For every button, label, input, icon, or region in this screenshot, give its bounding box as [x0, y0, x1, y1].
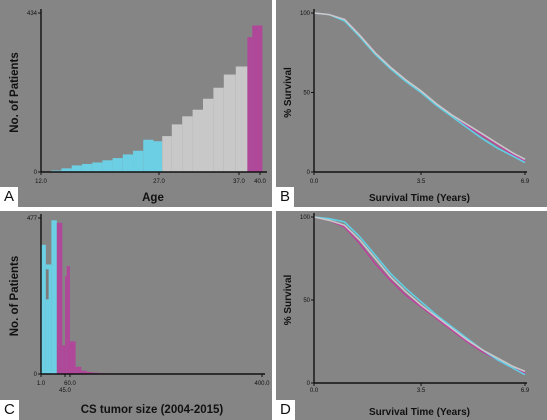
- panel-b-y-tick-label: 100: [300, 11, 311, 17]
- panel-a-y-tick-label: 0: [34, 170, 38, 176]
- panel-c-bar: [45, 264, 52, 374]
- panel-c-x-axis-label: CS tumor size (2004-2015): [81, 404, 224, 416]
- panel-c-y-tick-label: 0: [34, 372, 38, 378]
- panel-a-bar: [192, 109, 203, 172]
- panel-c-x-tick-label: 60.0: [64, 381, 76, 387]
- panel-a-bar: [252, 25, 263, 172]
- panel-a-bar: [213, 87, 224, 172]
- panel-d-letter: D: [276, 400, 295, 420]
- panel-b-series-line: [313, 12, 526, 161]
- panel-c-bar: [65, 275, 67, 374]
- panel-d-series-line: [313, 216, 526, 376]
- panel-a-bar: [143, 139, 154, 172]
- panel-d-x-axis-label: Survival Time (Years): [369, 407, 470, 418]
- panel-d: 0 50 100 0.0 3.5 6.9 Survival Time (Years) % Su…: [276, 211, 547, 420]
- panel-a-bar: [102, 160, 113, 172]
- panel-d-series-line: [313, 216, 526, 374]
- panel-b-x-tick-label: 6.9: [521, 179, 530, 185]
- panel-a-x-axis-label: Age: [142, 192, 164, 204]
- panel-a-bar: [223, 74, 236, 172]
- panel-a-y-tick-label: 434: [27, 11, 38, 17]
- panel-b-letter: B: [276, 187, 295, 207]
- panel-c-x-tick-label: 400.0: [254, 381, 270, 387]
- panel-a: 0 434 12.0 27.0 37.0 40.0 Age No. of Patients A: [0, 0, 272, 207]
- panel-c-bar: [62, 345, 65, 374]
- panel-a-bar: [182, 116, 193, 172]
- panel-c-y-axis-label: No. of Patients: [9, 256, 21, 337]
- panel-b-x-tick-label: 0.0: [310, 179, 319, 185]
- panel-a-x-tick-label: 27.0: [153, 179, 165, 185]
- panel-d-x-tick-label: 3.5: [417, 388, 426, 394]
- panel-c-bar: [41, 244, 46, 374]
- panel-c: 0 477 1.0 45.0 60.0 400.0 CS tumor size (2004-…: [0, 211, 272, 420]
- panel-a-bar: [112, 158, 123, 172]
- panel-b-y-axis-label: % Survival: [283, 67, 294, 118]
- panel-a-bar: [153, 141, 163, 172]
- panel-a-x-tick-label: 37.0: [233, 179, 245, 185]
- panel-a-x-tick-label: 40.0: [254, 179, 266, 185]
- panel-d-series-line: [313, 216, 526, 373]
- panel-c-bar: [75, 366, 82, 374]
- panel-c-x-tick-label: 1.0: [37, 381, 46, 387]
- panel-b-series-line: [313, 12, 526, 164]
- panel-a-y-axis-label: No. of Patients: [9, 52, 21, 133]
- panel-a-x-tick-label: 12.0: [35, 179, 47, 185]
- panel-b-x-tick-label: 3.5: [417, 179, 426, 185]
- panel-a-bar: [92, 162, 103, 172]
- panel-c-letter: C: [0, 400, 19, 420]
- panel-a-bar: [51, 170, 62, 172]
- panel-c-bar: [70, 341, 76, 374]
- panel-b-y-tick-label: 0: [307, 170, 311, 176]
- panel-d-y-tick-label: 50: [303, 298, 310, 304]
- panel-b-x-axis-label: Survival Time (Years): [369, 193, 470, 204]
- panel-b: 0 50 100 0.0 3.5 6.9 Survival Time (Years) % Su…: [276, 0, 547, 207]
- panel-a-bar: [81, 163, 93, 172]
- panel-d-x-tick-label: 0.0: [310, 388, 319, 394]
- panel-b-chart: 0 50 100 0.0 3.5 6.9 Survival Time (Years) % Su…: [283, 9, 530, 204]
- panel-c-y-tick-label: 477: [27, 216, 38, 222]
- panel-d-chart: 0 50 100 0.0 3.5 6.9 Survival Time (Years) % Su…: [283, 213, 530, 418]
- panel-d-y-tick-label: 100: [300, 215, 311, 221]
- panel-b-series-line: [313, 12, 526, 162]
- panel-a-letter: A: [0, 187, 19, 207]
- panel-a-bar: [235, 66, 248, 172]
- panel-d-y-axis-label: % Survival: [283, 274, 294, 325]
- panel-c-bar: [81, 370, 87, 374]
- panel-c-bar: [66, 266, 70, 374]
- panel-a-bar: [122, 154, 134, 172]
- panel-a-bar: [71, 165, 82, 172]
- panel-a-bar: [162, 136, 172, 172]
- panel-c-bar: [56, 222, 63, 374]
- panel-b-y-tick-label: 50: [303, 91, 310, 97]
- panel-a-bar: [171, 124, 183, 172]
- panel-a-bar: [247, 37, 253, 173]
- panel-a-bar: [61, 168, 72, 172]
- panel-a-chart: 0 434 12.0 27.0 37.0 40.0 Age No. of Patients: [9, 9, 267, 204]
- panel-a-bar: [203, 98, 214, 172]
- panel-c-bar: [51, 220, 57, 374]
- panel-d-x-tick-label: 6.9: [521, 388, 530, 394]
- panel-c-bar-overlay: [45, 269, 49, 300]
- panel-c-x-tick-label: 45.0: [59, 388, 71, 394]
- panel-c-bar: [86, 372, 93, 374]
- panel-a-bar: [133, 150, 144, 172]
- panel-d-y-tick-label: 0: [307, 381, 311, 387]
- panel-c-chart: 0 477 1.0 45.060.0 400.0 CS tumor size (2004-…: [9, 214, 270, 416]
